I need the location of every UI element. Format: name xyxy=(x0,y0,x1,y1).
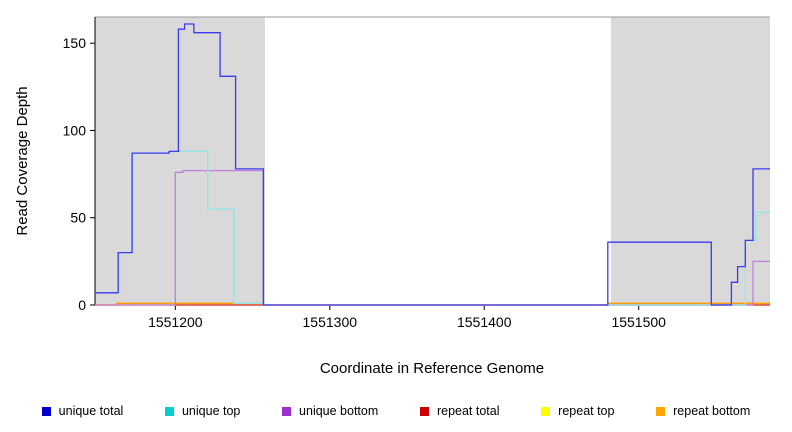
legend: unique total unique top unique bottom re… xyxy=(0,399,792,423)
legend-item-repeat-top: repeat top xyxy=(541,404,614,418)
y-axis-title: Read Coverage Depth xyxy=(14,86,31,235)
legend-item-unique-bottom: unique bottom xyxy=(282,404,378,418)
legend-swatch-unique-bottom xyxy=(282,406,292,416)
legend-swatch-repeat-top xyxy=(541,406,551,416)
x-tick-label: 1551400 xyxy=(457,314,512,330)
coverage-line-unique-bottom xyxy=(95,169,770,306)
x-tick-label: 1551200 xyxy=(148,314,203,330)
y-tick-label: 100 xyxy=(63,122,87,138)
y-tick-label: 150 xyxy=(63,35,87,51)
legend-item-repeat-total: repeat total xyxy=(419,404,500,418)
legend-swatch-repeat-total xyxy=(419,406,429,416)
y-tick-label: 0 xyxy=(78,297,86,313)
legend-label-unique-bottom: unique bottom xyxy=(299,404,379,418)
shaded-region xyxy=(95,17,265,305)
legend-item-repeat-bottom: repeat bottom xyxy=(656,404,750,418)
legend-label-unique-top: unique top xyxy=(181,404,241,418)
coverage-line-unique-total xyxy=(95,23,770,306)
legend-label-repeat-total: repeat total xyxy=(436,404,500,418)
x-tick-label: 1551300 xyxy=(303,314,358,330)
legend-swatch-unique-total xyxy=(41,406,51,416)
legend-swatch-unique-top xyxy=(164,406,174,416)
legend-label-repeat-bottom: repeat bottom xyxy=(673,404,751,418)
legend-swatch-repeat-bottom xyxy=(656,406,666,416)
shaded-region xyxy=(610,17,770,305)
legend-item-unique-total: unique total xyxy=(41,404,124,418)
y-tick-label: 50 xyxy=(70,210,86,226)
x-tick-label: 1551500 xyxy=(611,314,666,330)
legend-label-unique-total: unique total xyxy=(58,404,124,418)
x-axis-title: Coordinate in Reference Genome xyxy=(320,360,544,377)
legend-label-repeat-top: repeat top xyxy=(558,404,615,418)
legend-item-unique-top: unique top xyxy=(164,404,241,418)
